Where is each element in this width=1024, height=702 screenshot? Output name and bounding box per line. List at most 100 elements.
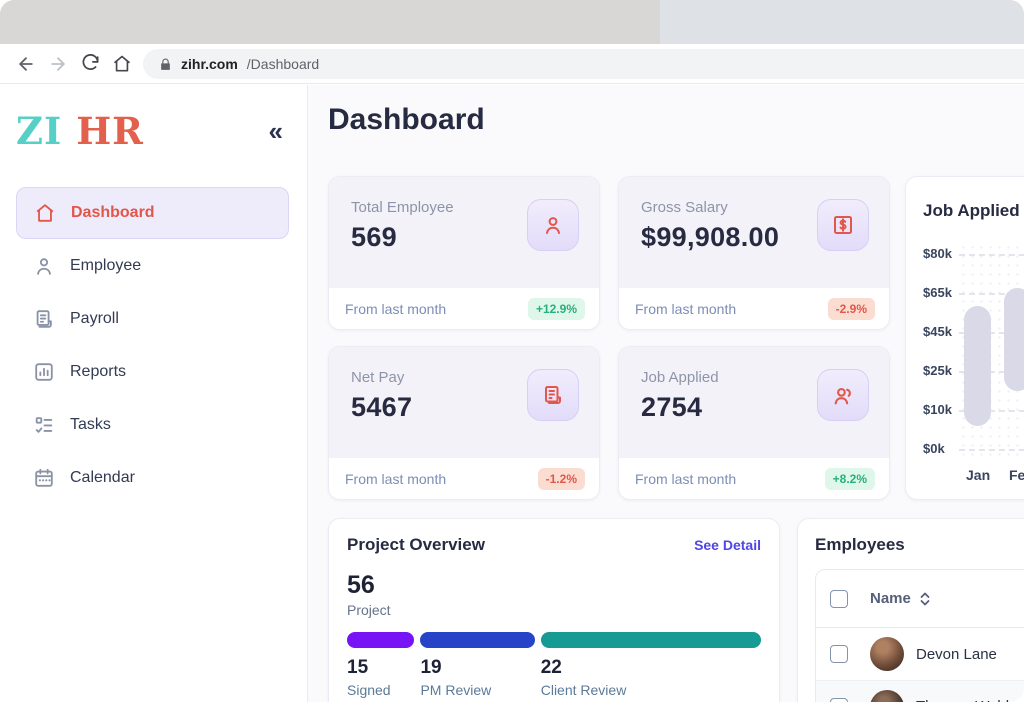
stat-value: $99,908.00 xyxy=(641,222,780,252)
employees-table: Name Devon Lane xyxy=(815,569,1024,702)
stat-footer-text: From last month xyxy=(345,300,447,317)
name-column-header[interactable]: Name xyxy=(870,590,931,607)
employee-name: Devon Lane xyxy=(916,645,997,663)
sidebar-item-label: Employee xyxy=(70,257,142,274)
refresh-icon xyxy=(82,54,98,70)
project-total-label: Project xyxy=(347,602,391,618)
back-icon xyxy=(19,56,33,71)
sidebar-item-calendar[interactable]: Calendar xyxy=(16,452,289,504)
person-icon xyxy=(546,217,560,234)
stat-footer-text: From last month xyxy=(635,300,737,317)
project-total-value: 56 xyxy=(347,571,375,599)
main-panel: Dashboard Total Employee 569 From l xyxy=(308,85,1024,702)
sidebar-item-employee[interactable]: Employee xyxy=(16,240,289,292)
y-tick-label: $0k xyxy=(923,441,945,456)
receipt-icon xyxy=(32,307,56,331)
employees-title: Employees xyxy=(815,535,905,554)
home-button[interactable] xyxy=(106,48,138,80)
segment-value: 15 xyxy=(347,657,369,678)
sidebar-collapse-icon[interactable]: « xyxy=(268,116,283,146)
sidebar-item-dashboard[interactable]: Dashboard xyxy=(16,187,289,239)
trend-badge: -1.2% xyxy=(537,467,585,490)
project-overview-title: Project Overview xyxy=(347,535,485,554)
stat-icon-box xyxy=(817,199,869,251)
avatar xyxy=(870,689,904,702)
back-button[interactable] xyxy=(10,48,42,80)
avatar xyxy=(870,637,904,671)
employee-row[interactable]: Devon Lane xyxy=(816,628,1024,680)
refresh-button[interactable] xyxy=(74,48,106,80)
sidebar-item-label: Reports xyxy=(70,363,127,380)
tasks-icon xyxy=(32,413,56,437)
stat-footer-text: From last month xyxy=(635,470,737,487)
stat-icon-box xyxy=(817,369,869,421)
calendar-icon xyxy=(32,466,56,490)
stat-value: 569 xyxy=(351,222,397,252)
stat-label: Job Applied xyxy=(641,369,719,386)
stat-label: Total Employee xyxy=(351,199,454,216)
address-bar[interactable]: zihr.com /Dashboard xyxy=(143,49,1024,79)
stat-icon-box xyxy=(527,369,579,421)
logo-part-hr: HR xyxy=(76,109,144,153)
row-checkbox[interactable] xyxy=(830,697,848,702)
y-tick-label: $10k xyxy=(923,402,952,417)
select-all-checkbox[interactable] xyxy=(830,589,848,608)
y-tick-label: $80k xyxy=(923,246,952,261)
y-tick-label: $65k xyxy=(923,285,952,300)
stat-card-net-pay: Net Pay 5467 From last month -1.2% xyxy=(328,346,600,500)
see-detail-link[interactable]: See Detail xyxy=(694,537,761,553)
chart-bar-feb xyxy=(1004,288,1024,391)
browser-tabstrip xyxy=(0,0,1024,44)
home-icon xyxy=(33,201,57,225)
stat-cards-grid: Total Employee 569 From last month +12.9… xyxy=(328,176,890,500)
employee-row[interactable]: Theresa Webb xyxy=(816,680,1024,702)
segment-value: 19 xyxy=(420,657,442,678)
stat-card-job-applied: Job Applied 2754 From last month +8.2% xyxy=(618,346,890,500)
app-logo: ZI HR xyxy=(16,109,144,153)
browser-tab-area[interactable] xyxy=(0,0,660,44)
sidebar-item-tasks[interactable]: Tasks xyxy=(16,399,289,451)
segment-label: Signed xyxy=(347,682,391,698)
stat-value: 2754 xyxy=(641,392,703,422)
forward-icon xyxy=(51,56,65,71)
trend-badge: -2.9% xyxy=(827,297,875,320)
browser-toolbar: zihr.com /Dashboard xyxy=(0,44,1024,84)
y-tick-label: $25k xyxy=(923,363,952,378)
app-content: ZI HR « Dashboard Employee xyxy=(0,85,1024,702)
sidebar-item-reports[interactable]: Reports xyxy=(16,346,289,398)
bar-chart-icon xyxy=(32,360,56,384)
row-checkbox[interactable] xyxy=(830,645,848,663)
sort-icon xyxy=(920,592,930,605)
employees-card: Employees Name Devon Lane xyxy=(797,518,1024,702)
url-host: zihr.com xyxy=(181,56,238,72)
y-tick-label: $45k xyxy=(923,324,952,339)
sidebar-item-payroll[interactable]: Payroll xyxy=(16,293,289,345)
banknote-dollar-icon xyxy=(834,216,852,234)
receipt-icon xyxy=(545,386,561,404)
stat-card-gross-salary: Gross Salary $99,908.00 From last month … xyxy=(618,176,890,330)
segment-label: Client Review xyxy=(540,682,627,698)
progress-segment-pm-review: 19 PM Review xyxy=(420,632,535,698)
segment-bar xyxy=(540,632,761,648)
sidebar: ZI HR « Dashboard Employee xyxy=(0,85,308,702)
progress-segment-signed: 15 Signed xyxy=(347,632,415,698)
sidebar-item-label: Calendar xyxy=(70,469,135,486)
tabstrip-empty-area xyxy=(660,0,1024,44)
trend-badge: +12.9% xyxy=(527,297,585,320)
forward-button[interactable] xyxy=(42,48,74,80)
job-applied-chart-card: Job Applied $80k $65k $45k $25k $10k $0k… xyxy=(905,176,1024,500)
stat-label: Net Pay xyxy=(351,369,405,386)
employee-name: Theresa Webb xyxy=(916,698,1014,702)
x-tick-label: Feb xyxy=(1009,467,1024,483)
stat-card-total-employee: Total Employee 569 From last month +12.9… xyxy=(328,176,600,330)
segment-label: PM Review xyxy=(420,682,492,698)
progress-segment-client-review: 22 Client Review xyxy=(540,632,761,698)
home-icon xyxy=(113,55,131,71)
employees-table-header: Name xyxy=(816,570,1024,628)
sidebar-item-label: Dashboard xyxy=(71,204,155,221)
stat-footer-text: From last month xyxy=(345,470,447,487)
segment-bar xyxy=(347,632,415,648)
project-progress-breakdown: 15 Signed 19 PM Review 22 Client Review xyxy=(347,632,761,698)
logo-part-zi: ZI xyxy=(16,109,63,153)
